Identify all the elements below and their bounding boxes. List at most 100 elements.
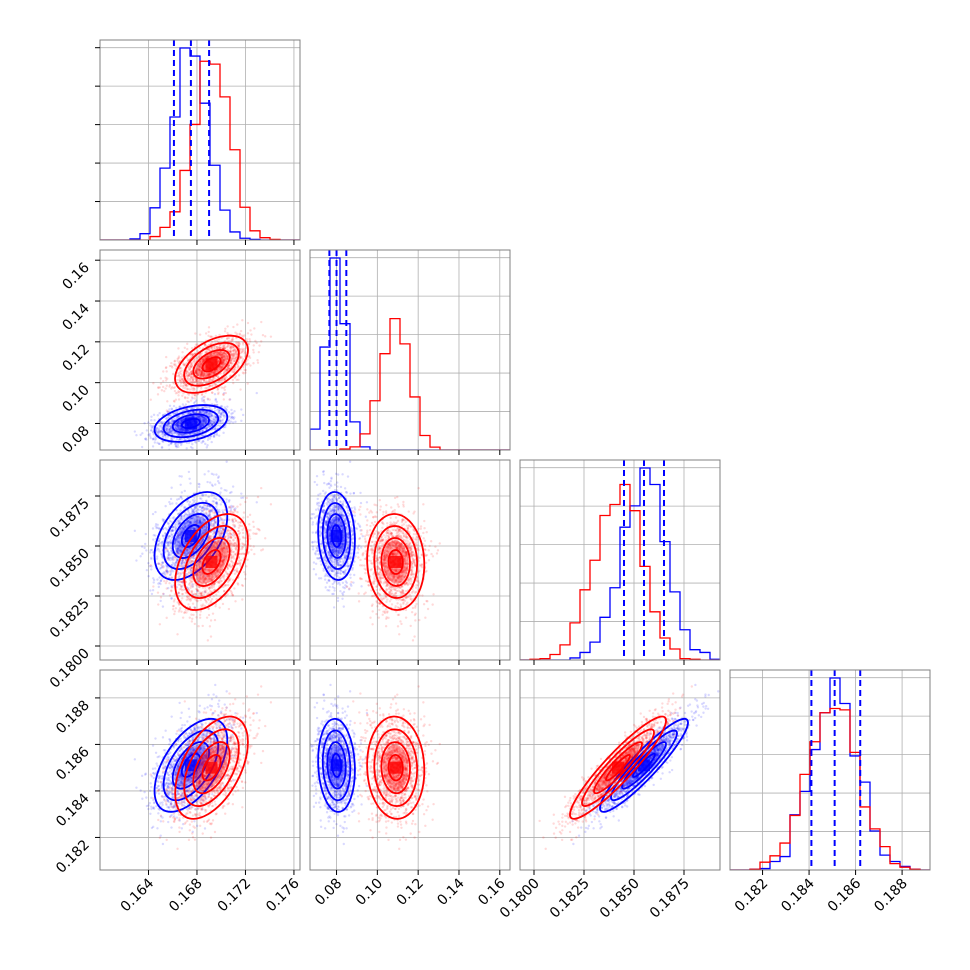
scatter-point bbox=[209, 355, 212, 358]
scatter-point bbox=[200, 430, 204, 433]
scatter-point bbox=[218, 367, 221, 370]
scatter-point bbox=[154, 435, 157, 439]
scatter-point bbox=[216, 424, 220, 427]
scatter-point bbox=[189, 365, 193, 369]
scatter-point bbox=[232, 345, 236, 349]
scatter-point bbox=[207, 405, 211, 409]
scatter-point bbox=[250, 333, 253, 336]
scatter-point bbox=[223, 351, 226, 354]
scatter-point bbox=[191, 446, 194, 450]
scatter-point bbox=[221, 356, 224, 359]
scatter-point bbox=[184, 396, 187, 400]
scatter-point bbox=[187, 523, 190, 527]
scatter-point bbox=[232, 357, 236, 361]
scatter-point bbox=[177, 420, 181, 423]
scatter-point bbox=[205, 419, 208, 422]
scatter-point bbox=[232, 370, 235, 373]
scatter-point bbox=[177, 373, 181, 377]
scatter-point bbox=[183, 526, 187, 529]
scatter-point bbox=[190, 576, 193, 579]
scatter-point bbox=[190, 388, 194, 391]
scatter-point bbox=[165, 572, 169, 575]
scatter-point bbox=[218, 408, 221, 412]
scatter-point bbox=[234, 331, 237, 334]
scatter-point bbox=[220, 366, 223, 370]
scatter-point bbox=[198, 374, 202, 377]
scatter-point bbox=[244, 371, 247, 374]
scatter-point bbox=[222, 558, 225, 562]
scatter-point bbox=[256, 358, 259, 362]
scatter-point bbox=[176, 661, 178, 663]
scatter-point bbox=[151, 431, 155, 434]
scatter-point bbox=[211, 354, 215, 357]
scatter-point bbox=[190, 415, 193, 418]
scatter-point bbox=[208, 415, 212, 419]
scatter-point bbox=[201, 359, 205, 363]
scatter-point bbox=[169, 540, 173, 543]
scatter-point bbox=[177, 425, 180, 429]
scatter-point bbox=[243, 347, 246, 351]
scatter-point bbox=[168, 556, 172, 560]
scatter-point bbox=[179, 550, 183, 554]
scatter-point bbox=[239, 356, 242, 360]
scatter-point bbox=[226, 366, 230, 370]
scatter-point bbox=[207, 356, 210, 359]
scatter-point bbox=[178, 521, 181, 524]
scatter-point bbox=[141, 552, 144, 555]
scatter-point bbox=[177, 545, 181, 548]
scatter-point bbox=[176, 423, 180, 427]
scatter-point bbox=[150, 426, 153, 430]
scatter-point bbox=[212, 351, 215, 355]
scatter-point bbox=[168, 534, 172, 538]
scatter-point bbox=[181, 581, 184, 584]
scatter-point bbox=[225, 555, 229, 559]
scatter-point bbox=[191, 354, 195, 357]
scatter-point bbox=[216, 479, 220, 483]
scatter-point bbox=[158, 442, 161, 446]
scatter-point bbox=[184, 374, 188, 378]
scatter-point bbox=[221, 554, 224, 558]
scatter-point bbox=[201, 424, 204, 427]
scatter-point bbox=[150, 568, 153, 571]
scatter-point bbox=[209, 424, 212, 427]
scatter-point bbox=[178, 518, 182, 521]
scatter-point bbox=[150, 429, 153, 432]
scatter-point bbox=[176, 425, 179, 428]
scatter-point bbox=[176, 543, 179, 547]
scatter-point bbox=[159, 579, 163, 582]
scatter-point bbox=[206, 505, 209, 508]
scatter-point bbox=[201, 539, 205, 543]
scatter-point bbox=[205, 526, 208, 529]
scatter-point bbox=[203, 604, 207, 608]
scatter-point bbox=[187, 589, 191, 592]
panel-frame bbox=[99, 249, 301, 451]
scatter-point bbox=[181, 433, 184, 437]
scatter-point bbox=[222, 360, 225, 363]
scatter-point bbox=[181, 419, 184, 423]
scatter-point bbox=[178, 424, 181, 428]
scatter-point bbox=[201, 374, 205, 378]
scatter-point bbox=[170, 576, 174, 579]
scatter-point bbox=[180, 530, 183, 533]
scatter-point bbox=[229, 345, 233, 349]
scatter-point bbox=[204, 599, 208, 603]
scatter-point bbox=[233, 349, 236, 352]
scatter-point bbox=[157, 431, 160, 434]
scatter-point bbox=[193, 499, 197, 502]
scatter-point bbox=[167, 540, 171, 543]
scatter-point bbox=[176, 425, 180, 429]
scatter-point bbox=[206, 355, 210, 359]
scatter-point bbox=[183, 514, 186, 518]
scatter-point bbox=[228, 564, 231, 567]
scatter-point bbox=[219, 367, 222, 370]
scatter-point bbox=[228, 350, 232, 353]
scatter-point bbox=[202, 503, 206, 506]
scatter-point bbox=[218, 409, 222, 412]
scatter-point bbox=[202, 419, 206, 423]
scatter-point bbox=[196, 518, 199, 521]
scatter-point bbox=[201, 520, 205, 523]
scatter-point bbox=[239, 356, 242, 360]
scatter-point bbox=[205, 529, 208, 533]
scatter-point bbox=[211, 524, 214, 527]
scatter-point bbox=[159, 377, 163, 380]
